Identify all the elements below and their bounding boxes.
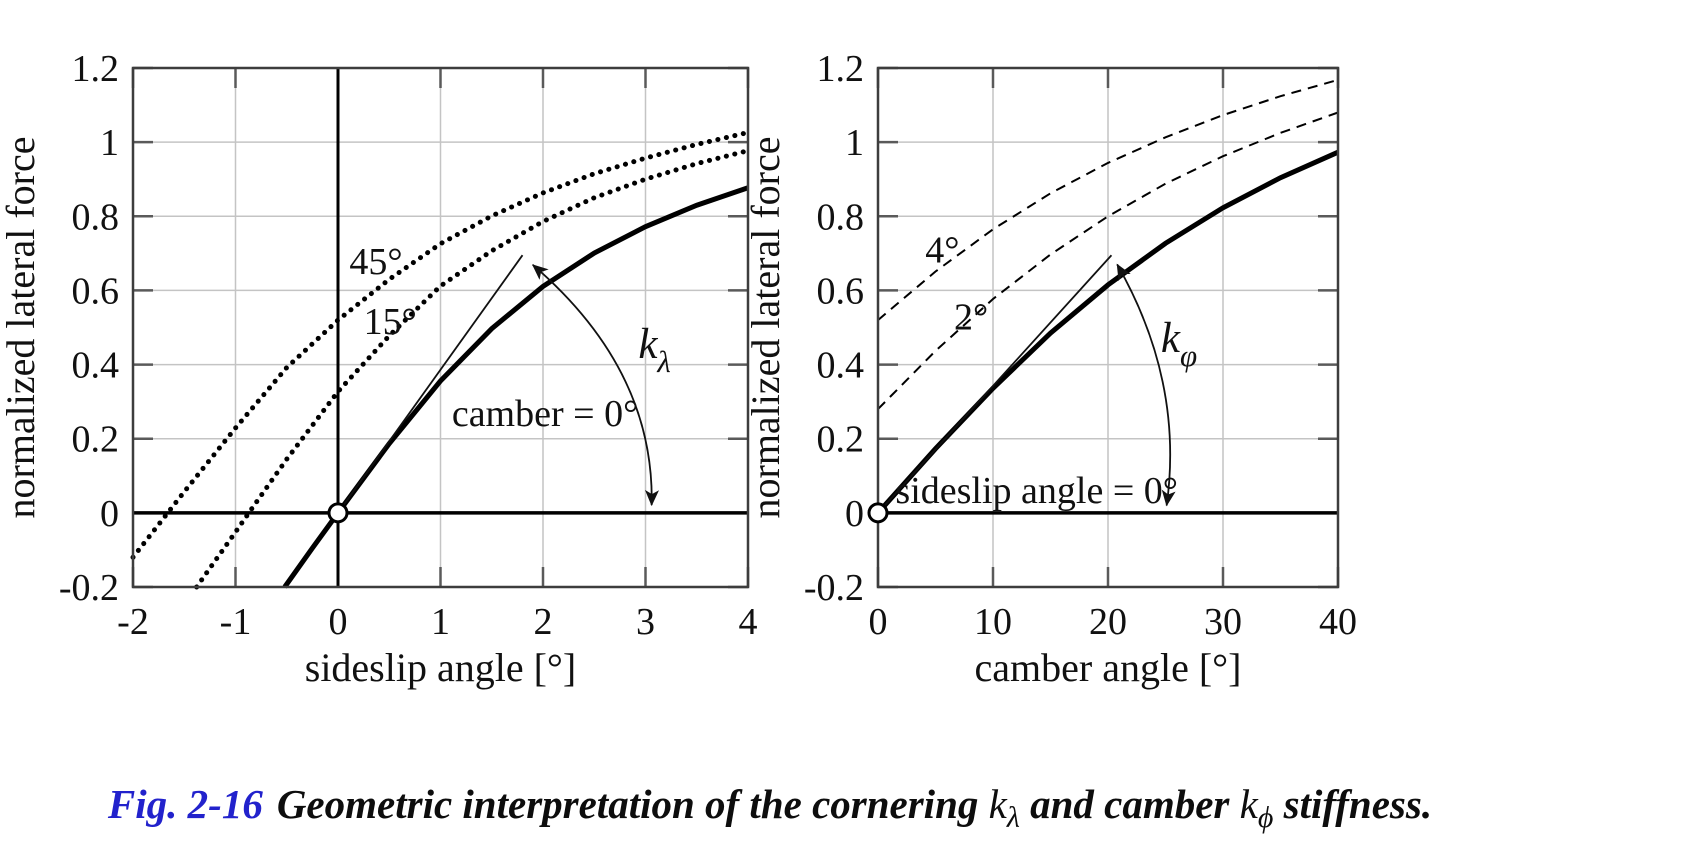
caption-phi-subscript: ϕ — [1257, 801, 1274, 835]
curve-label: 45° — [349, 241, 402, 283]
y-tick-label: 0.2 — [817, 419, 865, 461]
x-tick-label: -1 — [220, 601, 252, 643]
series-sideslip4 — [877, 78, 1339, 321]
curve-label: camber = 0° — [452, 393, 638, 435]
curve-label: sideslip angle = 0° — [895, 470, 1178, 512]
series-camber0 — [282, 185, 749, 589]
x-tick-label: 4 — [739, 601, 758, 643]
plot-frame — [131, 66, 750, 589]
x-tick-label: 1 — [431, 601, 450, 643]
origin-marker — [867, 502, 889, 524]
y-tick-label: 1.2 — [817, 48, 865, 90]
y-tick-label: 1 — [100, 122, 119, 164]
stiffness-angle-arrow — [1116, 263, 1176, 507]
sideslip-chart: -2 -1 0 1 2 3 4 -0.2 0 0.2 0.4 0.6 0.8 1 1.2 sideslip a… — [0, 48, 758, 690]
caption-cornering-stiffness-symbol: k — [988, 781, 1007, 827]
y-tick-label: 0 — [100, 493, 119, 535]
figure-caption: Fig. 2-16 Geometric interpretation of the… — [0, 779, 1540, 833]
x-tick-label: -2 — [117, 601, 149, 643]
x-tick-label: 3 — [636, 601, 655, 643]
curve-label: 15° — [364, 301, 417, 343]
x-tick-label: 0 — [329, 601, 348, 643]
plot-frame — [876, 66, 1340, 589]
x-tick-label: 0 — [869, 601, 888, 643]
tangent-line — [337, 254, 524, 514]
caption-fig-number: Fig. 2-16 — [107, 781, 263, 827]
origin-marker — [327, 502, 349, 524]
y-tick-label: -0.2 — [804, 567, 864, 609]
x-tick-label: 40 — [1319, 601, 1357, 643]
stiffness-symbol: kλ — [638, 321, 671, 379]
x-axis-label: camber angle [°] — [975, 645, 1242, 690]
y-tick-label: 0.6 — [817, 270, 865, 312]
y-tick-label: 0.8 — [817, 196, 865, 238]
stiffness-angle-arrow — [531, 264, 659, 507]
series-sideslip2 — [877, 111, 1339, 410]
caption-camber-stiffness-symbol: k — [1239, 781, 1258, 827]
caption-text-1: Geometric interpretation of the cornerin… — [276, 781, 989, 827]
series-camber45 — [130, 130, 751, 560]
x-tick-label: 30 — [1204, 601, 1242, 643]
x-tick-label: 2 — [534, 601, 553, 643]
curve-label: 4° — [925, 230, 959, 272]
y-axis-label: normalized lateral force — [0, 137, 43, 519]
tangent-line — [877, 254, 1113, 514]
y-tick-label: 0.2 — [72, 419, 120, 461]
y-tick-label: 0.4 — [817, 345, 865, 387]
x-tick-label: 20 — [1089, 601, 1127, 643]
series-camber15 — [194, 148, 751, 590]
y-tick-label: 0.4 — [72, 345, 120, 387]
y-tick-label: -0.2 — [59, 567, 119, 609]
caption-text-2: and camber — [1019, 781, 1240, 827]
y-tick-label: 1 — [845, 122, 864, 164]
curve-label: 2° — [954, 296, 988, 338]
x-tick-label: 10 — [974, 601, 1012, 643]
y-tick-label: 1.2 — [72, 48, 120, 90]
y-tick-label: 0 — [845, 493, 864, 535]
x-axis-label: sideslip angle [°] — [305, 645, 576, 690]
y-axis-label: normalized lateral force — [743, 137, 788, 519]
y-tick-label: 0.8 — [72, 196, 120, 238]
caption-lambda-subscript: λ — [1006, 801, 1020, 835]
caption-text-3: stiffness. — [1273, 781, 1433, 827]
y-tick-label: 0.6 — [72, 270, 120, 312]
